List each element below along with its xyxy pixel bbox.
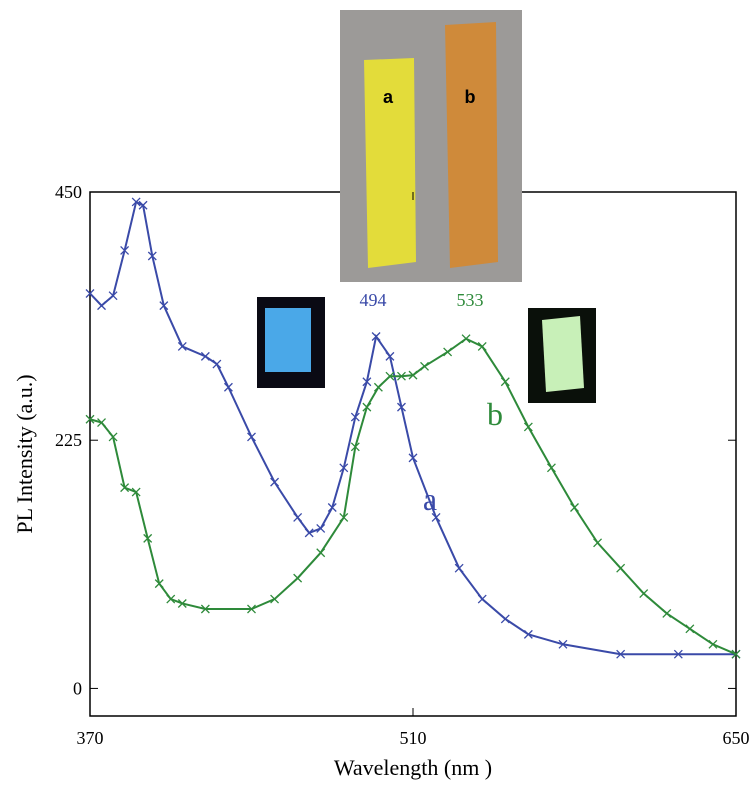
cross-marker [120,483,130,493]
cross-marker [120,246,130,255]
line-series [89,200,736,656]
cross-marker [443,347,453,357]
cross-marker [316,548,326,558]
cross-marker [247,604,256,614]
cross-marker [500,377,510,387]
cross-marker [708,639,718,649]
cross-marker [85,289,95,298]
cross-marker [166,594,176,604]
cross-marker [327,503,337,512]
cross-marker [339,463,349,473]
cross-marker [397,371,406,381]
cross-marker [385,351,395,361]
cross-marker [177,341,187,351]
cross-marker [362,377,372,387]
cross-marker [408,370,418,380]
photo-vials: a b [340,10,522,282]
cross-marker [247,432,256,442]
cross-marker [138,200,148,210]
annotation: 494 [360,290,387,310]
cross-marker [523,422,533,432]
cross-marker [371,332,381,341]
cross-marker [673,649,683,659]
cross-marker [159,301,169,311]
annotation: 533 [457,290,484,310]
cross-marker [373,382,383,392]
annotation: b [487,396,503,432]
cross-marker [662,608,672,618]
cross-marker [593,538,603,548]
photo-label: a [383,87,394,107]
cross-marker [212,359,222,369]
cross-marker [154,579,164,589]
line-series [89,337,737,656]
cross-marker [616,563,626,573]
cross-marker [147,251,157,261]
cross-marker [558,639,568,649]
cross-marker [350,442,360,452]
cross-marker [339,512,349,522]
cross-marker [293,573,303,583]
cross-marker [200,351,210,361]
cross-marker [97,301,106,311]
cross-marker [454,563,464,573]
x-axis-label: Wavelength (nm ) [334,755,492,780]
cross-marker [639,589,649,599]
cross-marker [385,371,395,381]
emission-glow [265,308,311,372]
cross-marker [397,402,406,412]
cross-marker [270,594,280,604]
cross-marker [408,453,418,463]
y-tick-label: 225 [55,430,82,450]
cross-marker [685,624,695,634]
cross-marker [570,503,579,512]
photo-label: b [465,87,476,107]
cross-marker [477,594,487,604]
cross-marker [431,512,441,522]
emission-glow [542,316,584,392]
x-tick-label: 650 [723,728,750,748]
cross-marker [223,382,233,392]
cross-marker [500,614,510,624]
cross-marker [304,528,314,538]
cross-marker [477,341,487,351]
cross-marker [316,524,326,533]
photo-blue-emission [257,297,325,388]
cross-marker [523,629,533,639]
cross-marker [362,402,372,412]
cross-marker [143,533,153,543]
cross-marker [177,599,187,608]
cross-marker [131,487,141,497]
cross-marker [131,197,141,207]
cross-marker [85,414,95,424]
cross-marker [108,432,118,442]
cross-marker [293,512,303,522]
cross-marker [350,412,360,422]
y-tick-label: 450 [55,182,82,202]
vial-b [445,22,498,268]
photo-green-emission [528,308,596,403]
x-tick-label: 370 [77,728,104,748]
cross-marker [108,291,118,301]
cross-marker [420,361,429,371]
x-tick-label: 510 [400,728,427,748]
cross-marker [461,334,471,344]
cross-marker [731,649,741,659]
cross-marker [200,604,210,614]
cross-marker [616,649,626,659]
cross-marker [97,418,106,428]
cross-marker [546,463,556,473]
y-tick-label: 0 [73,678,82,698]
cross-marker [270,477,280,487]
vial-a [364,58,416,268]
y-axis-label: PL Intensity (a.u.) [12,374,37,533]
